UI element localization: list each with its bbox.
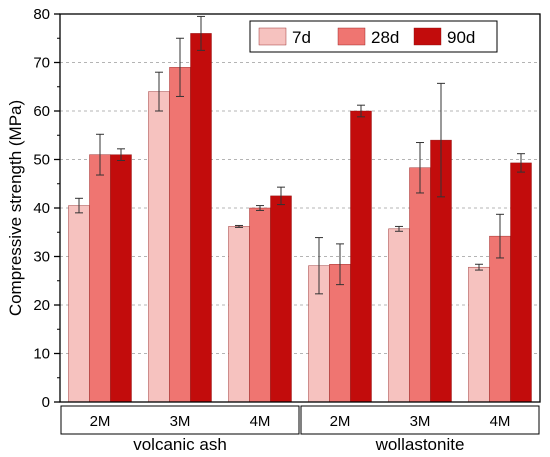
y-tick-label: 0 <box>42 394 50 411</box>
x-tick-label: 2M <box>330 413 351 430</box>
group-label: wollastonite <box>375 435 465 454</box>
bar <box>89 154 111 403</box>
bars <box>68 33 532 403</box>
legend-label: 90d <box>447 28 475 47</box>
y-tick-label: 10 <box>33 346 50 363</box>
y-axis: 0 10 20 30 40 50 60 70 80 <box>33 6 60 411</box>
legend-label: 28d <box>371 28 399 47</box>
legend: 7d 28d 90d <box>249 20 498 53</box>
bar <box>249 207 271 403</box>
x-axis: 2M 3M 4M volcanic ash 2M 3M 4M wollastonite <box>60 405 540 454</box>
x-tick-label: 2M <box>90 413 111 430</box>
x-tick-label: 4M <box>490 413 511 430</box>
y-axis-title: Compressive strength (MPa) <box>6 100 25 316</box>
y-tick-label: 70 <box>33 55 50 72</box>
bar <box>148 91 170 403</box>
bar <box>169 67 191 403</box>
bar <box>270 195 292 403</box>
bar <box>468 266 490 403</box>
y-tick-label: 40 <box>33 200 50 217</box>
x-tick-label: 3M <box>410 413 431 430</box>
x-tick-label: 4M <box>250 413 271 430</box>
y-tick-label: 80 <box>33 6 50 23</box>
y-tick-label: 20 <box>33 297 50 314</box>
category-box <box>300 405 540 435</box>
legend-label: 7d <box>292 28 311 47</box>
y-tick-label: 60 <box>33 103 50 120</box>
bar <box>110 154 132 403</box>
legend-swatch <box>337 27 366 46</box>
bar <box>190 33 212 403</box>
error-bars <box>75 15 525 295</box>
bar <box>228 226 250 403</box>
bar <box>409 167 431 403</box>
x-tick-label: 3M <box>170 413 191 430</box>
legend-swatch <box>413 27 442 46</box>
group-label: volcanic ash <box>133 435 227 454</box>
bar <box>350 110 372 403</box>
bar <box>388 228 410 403</box>
bar <box>68 205 90 403</box>
bar <box>489 235 511 403</box>
bar <box>510 162 532 403</box>
grid-lines <box>60 62 540 354</box>
y-tick-label: 50 <box>33 152 50 169</box>
legend-swatch <box>258 27 287 46</box>
category-box <box>60 405 300 435</box>
y-tick-label: 30 <box>33 249 50 266</box>
legend-box <box>249 20 498 53</box>
